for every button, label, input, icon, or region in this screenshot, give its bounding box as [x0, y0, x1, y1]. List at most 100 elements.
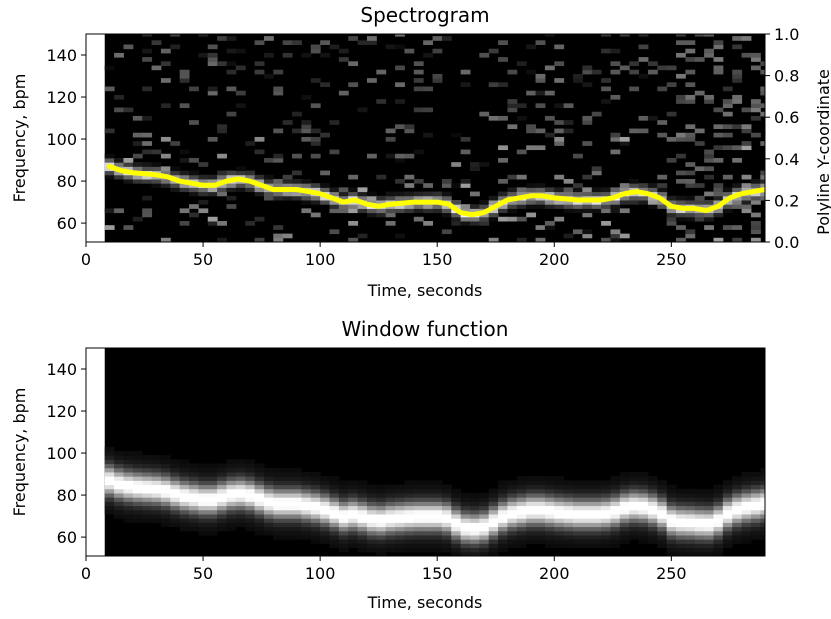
- heatmap-cell: [151, 455, 162, 460]
- heatmap-cell: [217, 191, 227, 197]
- heatmap-cell: [170, 501, 181, 507]
- heatmap-cell: [385, 518, 396, 523]
- heatmap-cell: [217, 480, 227, 486]
- heatmap-cell: [619, 518, 630, 523]
- heatmap-cell: [104, 459, 115, 465]
- heatmap-cell: [366, 212, 377, 218]
- heatmap-cell: [123, 497, 134, 502]
- heatmap-cell: [310, 539, 321, 544]
- heatmap-cell: [488, 208, 499, 214]
- heatmap-cell: [516, 539, 527, 544]
- heatmap-cell: [160, 484, 171, 490]
- heatmap-cell: [741, 480, 752, 486]
- heatmap-cell: [385, 522, 396, 528]
- heatmap-cell: [601, 199, 611, 205]
- heatmap-cell: [160, 459, 171, 465]
- heatmap-cell: [348, 36, 359, 41]
- heatmap-cell: [451, 199, 462, 205]
- heatmap-cell: [160, 513, 171, 519]
- heatmap-cell: [647, 505, 658, 511]
- heatmap-cell: [423, 539, 434, 544]
- heatmap-cell: [123, 471, 134, 477]
- heatmap-cell: [348, 509, 359, 515]
- heatmap-cell: [160, 153, 171, 159]
- heatmap-cell: [704, 513, 714, 519]
- heatmap-cell: [591, 492, 602, 498]
- heatmap-cell: [750, 513, 761, 519]
- heatmap-cell: [338, 497, 349, 502]
- heatmap-cell: [685, 534, 696, 540]
- heatmap-cell: [647, 526, 658, 532]
- heatmap-cell: [732, 157, 743, 163]
- heatmap-cell: [423, 40, 434, 46]
- heatmap-cell: [413, 492, 424, 498]
- heatmap-cell: [666, 212, 677, 218]
- heatmap-cell: [198, 480, 209, 486]
- heatmap-cell: [507, 539, 518, 544]
- heatmap-cell: [282, 509, 293, 515]
- heatmap-cell: [488, 534, 499, 540]
- heatmap-cell: [498, 547, 508, 553]
- heatmap-cell: [226, 522, 237, 528]
- heatmap-cell: [563, 539, 574, 544]
- heatmap-cell: [357, 518, 368, 523]
- heatmap-cell: [357, 526, 368, 532]
- heatmap-cell: [544, 539, 555, 544]
- heatmap-cell: [535, 480, 546, 486]
- heatmap-cell: [694, 526, 705, 532]
- x-tick-label: 50: [193, 564, 213, 583]
- heatmap-cell: [263, 497, 274, 502]
- heatmap-cell: [601, 497, 611, 502]
- heatmap-cell: [366, 518, 377, 523]
- heatmap-cell: [338, 526, 349, 532]
- heatmap-cell: [404, 488, 415, 494]
- heatmap-cell: [263, 174, 274, 180]
- heatmap-cell: [385, 488, 396, 494]
- heatmap-cell: [526, 505, 537, 511]
- heatmap-cell: [376, 534, 387, 540]
- heatmap-cell: [179, 208, 190, 214]
- heatmap-cell: [395, 522, 405, 528]
- heatmap-cell: [245, 518, 256, 523]
- heatmap-cell: [207, 191, 218, 197]
- heatmap-cell: [694, 141, 705, 146]
- heatmap-cell: [432, 534, 443, 540]
- heatmap-cell: [554, 513, 565, 519]
- heatmap-cell: [498, 539, 508, 544]
- heatmap-cell: [273, 492, 284, 498]
- heatmap-cell: [348, 82, 359, 88]
- heatmap-cell: [310, 522, 321, 528]
- heatmap-cell: [638, 484, 649, 490]
- heatmap-cell: [245, 526, 256, 532]
- heatmap-cell: [329, 530, 340, 536]
- heatmap-cell: [235, 166, 246, 172]
- y-tick-label: 80: [57, 486, 77, 505]
- heatmap-cell: [301, 471, 312, 477]
- heatmap-cell: [498, 115, 508, 121]
- heatmap-cell: [357, 480, 368, 486]
- heatmap-cell: [657, 484, 668, 490]
- heatmap-cell: [563, 120, 574, 125]
- heatmap-cell: [226, 61, 237, 67]
- heatmap-cell: [413, 501, 424, 507]
- heatmap-cell: [563, 484, 574, 490]
- heatmap-cell: [488, 547, 499, 553]
- heatmap-cell: [507, 513, 518, 519]
- heatmap-cell: [554, 191, 565, 197]
- heatmap-cell: [160, 183, 171, 188]
- heatmap-cell: [170, 488, 181, 494]
- heatmap-cell: [226, 174, 237, 180]
- heatmap-cell: [676, 170, 686, 176]
- heatmap-cell: [610, 199, 621, 205]
- heatmap-cell: [338, 208, 349, 214]
- heatmap-cell: [741, 124, 752, 130]
- heatmap-cell: [385, 220, 396, 226]
- heatmap-cell: [573, 187, 583, 193]
- heatmap-cell: [638, 187, 649, 193]
- heatmap-cell: [423, 488, 434, 494]
- heatmap-cell: [226, 513, 237, 519]
- heatmap-cell: [619, 183, 630, 188]
- heatmap-cell: [750, 107, 761, 113]
- heatmap-cell: [629, 69, 640, 75]
- heatmap-cell: [273, 233, 284, 239]
